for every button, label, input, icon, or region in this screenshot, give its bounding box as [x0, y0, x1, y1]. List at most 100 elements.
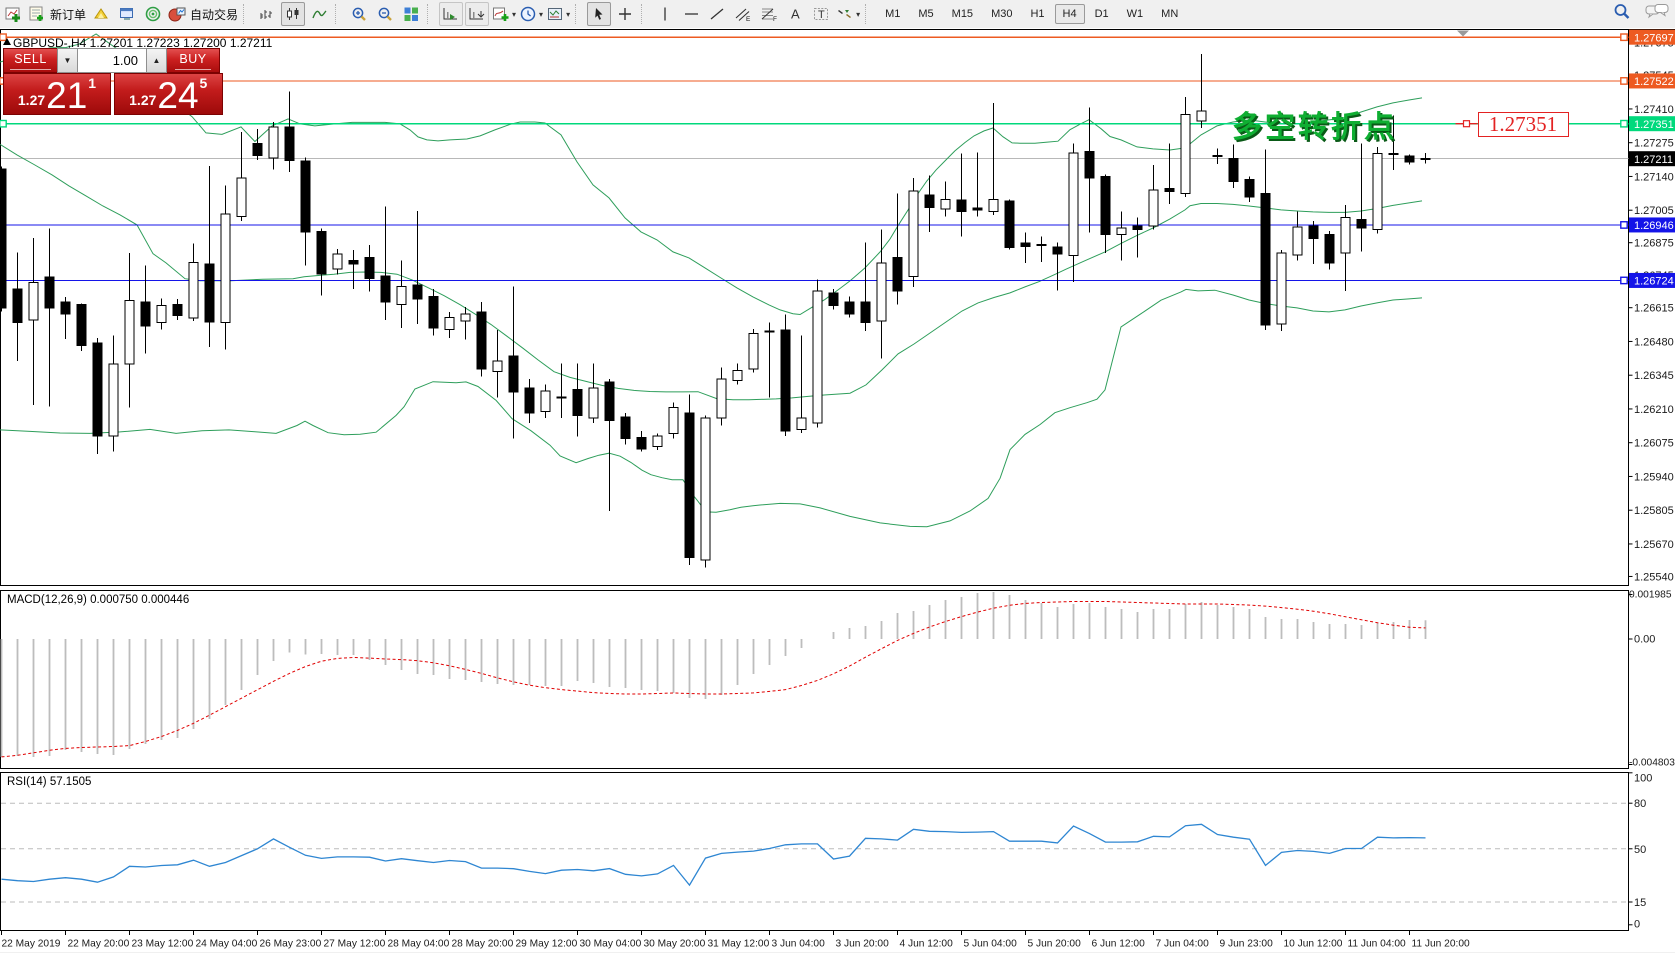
chart-shift-marker[interactable] [1457, 30, 1469, 37]
buy-button[interactable]: BUY [167, 48, 220, 73]
candle[interactable] [652, 433, 663, 450]
auto-trading-button[interactable]: 自动交易 [167, 2, 239, 26]
timeframe-m5-button[interactable]: M5 [918, 8, 934, 20]
search-icon[interactable] [1613, 3, 1631, 25]
indicators-icon[interactable]: ▾ [491, 2, 517, 26]
candle[interactable] [284, 91, 295, 172]
candle[interactable] [108, 335, 119, 452]
text-icon[interactable]: A [783, 2, 807, 26]
candle[interactable] [1196, 53, 1207, 128]
crosshair-icon[interactable] [613, 2, 637, 26]
candle[interactable] [236, 132, 247, 221]
candle[interactable] [876, 229, 887, 359]
candle[interactable] [124, 252, 135, 408]
panel-toggle-icon[interactable] [3, 38, 11, 45]
terminal-icon[interactable] [115, 2, 139, 26]
candle[interactable] [572, 363, 583, 437]
candle[interactable] [1420, 153, 1431, 164]
candle[interactable] [716, 367, 727, 426]
timeframe-w1-button[interactable]: W1 [1126, 8, 1144, 20]
candle[interactable] [588, 363, 599, 424]
hline-left-handle[interactable] [0, 119, 7, 128]
candle[interactable] [860, 242, 871, 332]
buy-price-display[interactable]: 1.27 24 5 [114, 73, 223, 115]
candle[interactable] [700, 415, 711, 568]
candle[interactable] [748, 328, 759, 373]
templates-dropdown-arrow[interactable]: ▾ [566, 9, 571, 19]
hline-right-handle[interactable] [1620, 276, 1628, 285]
candle[interactable] [1116, 211, 1127, 261]
candle[interactable] [524, 379, 535, 424]
candle[interactable] [0, 166, 7, 312]
candle[interactable] [28, 238, 39, 406]
tile-windows-icon[interactable] [399, 2, 423, 26]
candle-chart-mode-icon[interactable] [281, 2, 306, 26]
templates-icon[interactable]: ▾ [546, 2, 571, 26]
timeframe-m1-button[interactable]: M1 [885, 8, 901, 20]
chart-shift-icon[interactable] [465, 2, 490, 26]
candle[interactable] [1100, 174, 1111, 253]
arrows-dropdown-arrow[interactable]: ▾ [856, 9, 861, 19]
red-label-handle[interactable] [1462, 120, 1471, 128]
candle[interactable] [1340, 205, 1351, 292]
candle[interactable] [940, 181, 951, 217]
candle[interactable] [1004, 199, 1015, 250]
candle[interactable] [60, 296, 71, 340]
new-order-button[interactable]: 新订单 [27, 2, 87, 26]
new-chart-icon[interactable] [1, 2, 25, 26]
candle[interactable] [332, 248, 343, 275]
candle[interactable] [1212, 148, 1223, 164]
channel-icon[interactable]: E [731, 2, 755, 26]
candle[interactable] [540, 384, 551, 419]
candle[interactable] [140, 265, 151, 354]
candle[interactable] [444, 312, 455, 339]
candle[interactable] [252, 128, 263, 160]
signals-icon[interactable] [141, 2, 165, 26]
candle[interactable] [1324, 230, 1335, 270]
candle[interactable] [972, 152, 983, 217]
timeframe-d1-button[interactable]: D1 [1094, 8, 1109, 20]
candle[interactable] [668, 402, 679, 439]
candle[interactable] [1084, 107, 1095, 233]
candle[interactable] [492, 330, 503, 398]
arrows-icon[interactable]: ▾ [835, 2, 861, 26]
candle[interactable] [1388, 115, 1399, 171]
candle[interactable] [1052, 242, 1063, 291]
candle[interactable] [620, 412, 631, 445]
line-chart-mode-icon[interactable] [307, 2, 331, 26]
candle[interactable] [1356, 143, 1367, 252]
hline-right-handle[interactable] [1620, 77, 1628, 85]
candle[interactable] [1372, 147, 1383, 234]
candle[interactable] [316, 228, 327, 296]
candle[interactable] [764, 322, 775, 398]
text-label-icon[interactable]: T [809, 2, 833, 26]
candle[interactable] [172, 299, 183, 320]
candle[interactable] [460, 307, 471, 340]
candle[interactable] [604, 379, 615, 512]
candle[interactable] [12, 252, 23, 362]
candle[interactable] [892, 193, 903, 305]
candle[interactable] [1020, 232, 1031, 263]
candle[interactable] [508, 286, 519, 439]
bar-chart-mode-icon[interactable] [255, 2, 279, 26]
candle[interactable] [380, 206, 391, 320]
timeframe-h4-button[interactable]: H4 [1054, 4, 1085, 24]
candle[interactable] [1180, 96, 1191, 197]
price-label-box[interactable]: 1.27351 [1477, 111, 1569, 137]
candle[interactable] [1404, 154, 1415, 165]
zoom-out-icon[interactable] [373, 2, 397, 26]
candle[interactable] [844, 296, 855, 318]
candle[interactable] [828, 288, 839, 310]
candle[interactable] [1132, 217, 1143, 258]
candle[interactable] [556, 363, 567, 419]
candle[interactable] [364, 244, 375, 292]
candle[interactable] [1308, 220, 1319, 265]
trendline-icon[interactable] [705, 2, 729, 26]
candle[interactable] [476, 301, 487, 377]
timeframe-m30-button[interactable]: M30 [991, 8, 1013, 20]
candle[interactable] [1164, 143, 1175, 204]
zoom-in-icon[interactable] [347, 2, 371, 26]
candle[interactable] [988, 103, 999, 216]
candle[interactable] [396, 260, 407, 328]
candle[interactable] [1244, 176, 1255, 203]
